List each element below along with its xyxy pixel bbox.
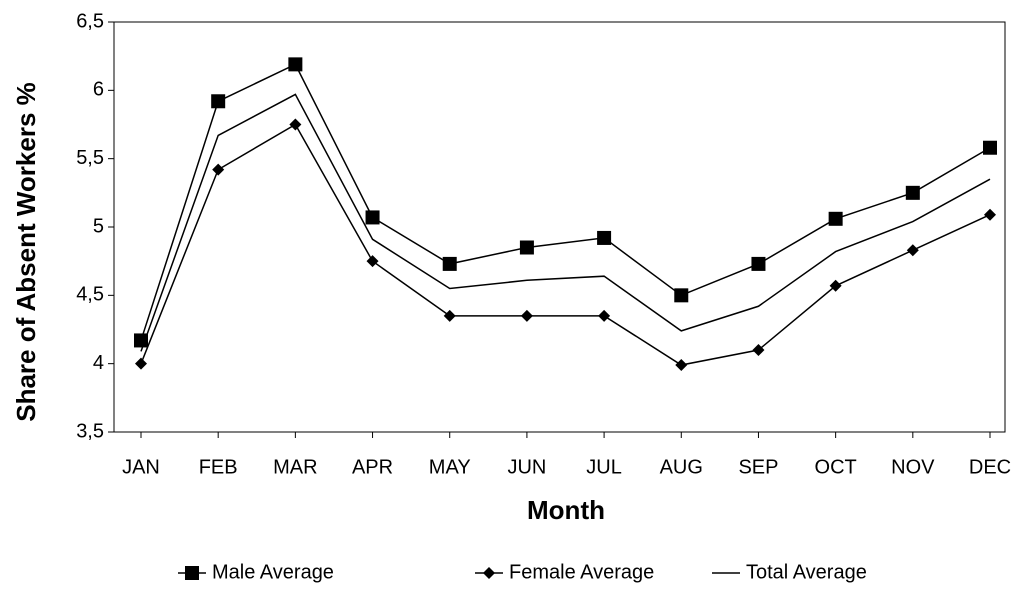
marker-square — [597, 230, 612, 245]
marker-diamond — [984, 208, 996, 221]
marker-square — [134, 333, 148, 348]
marker-diamond — [135, 357, 147, 370]
marker-diamond — [829, 279, 842, 292]
x-tick-label: SEP — [738, 456, 778, 478]
marker-diamond — [906, 244, 919, 257]
x-tick-label: JUL — [586, 456, 622, 478]
y-tick-label: 5,5 — [76, 147, 104, 169]
series-line — [140, 63, 991, 341]
x-tick-label: JUN — [507, 456, 546, 478]
marker-diamond — [675, 359, 688, 372]
y-tick-label: 6,5 — [76, 10, 104, 32]
y-tick-label: 6 — [93, 79, 104, 101]
marker-square — [211, 94, 226, 109]
marker-square — [365, 210, 380, 225]
series-line — [140, 123, 991, 366]
y-tick-label: 3,5 — [76, 420, 104, 442]
y-tick-label: 5 — [93, 215, 104, 237]
x-tick-label: DEC — [969, 456, 1011, 478]
y-tick-label: 4,5 — [76, 284, 104, 306]
marker-square — [828, 211, 843, 226]
legend-marker — [483, 567, 495, 579]
x-tick-label: NOV — [891, 456, 935, 478]
marker-square — [442, 256, 457, 271]
x-tick-label: OCT — [815, 456, 857, 478]
marker-diamond — [520, 309, 533, 322]
marker-square — [288, 57, 303, 72]
series-line — [140, 93, 991, 352]
marker-square — [751, 256, 766, 271]
x-tick-label: FEB — [199, 456, 238, 478]
legend-label: Total Average — [746, 561, 867, 583]
x-tick-label: JAN — [122, 456, 160, 478]
x-axis-label: Month — [527, 495, 605, 525]
x-tick-label: APR — [352, 456, 393, 478]
legend-label: Male Average — [212, 561, 334, 583]
plot-frame — [113, 21, 1006, 433]
marker-square — [905, 185, 920, 200]
marker-diamond — [289, 118, 302, 131]
marker-diamond — [752, 344, 765, 356]
marker-square — [674, 288, 689, 303]
marker-diamond — [212, 163, 225, 176]
marker-square — [983, 140, 997, 155]
y-tick-label: 4 — [93, 352, 104, 374]
legend-label: Female Average — [509, 561, 654, 583]
marker-diamond — [443, 309, 456, 322]
y-axis-label: Share of Absent Workers % — [11, 82, 41, 422]
marker-diamond — [598, 309, 611, 322]
marker-diamond — [366, 255, 379, 268]
marker-square — [519, 240, 534, 255]
legend-marker — [185, 566, 199, 580]
x-tick-label: MAY — [429, 456, 471, 478]
x-tick-label: MAR — [273, 456, 317, 478]
x-tick-label: AUG — [660, 456, 703, 478]
